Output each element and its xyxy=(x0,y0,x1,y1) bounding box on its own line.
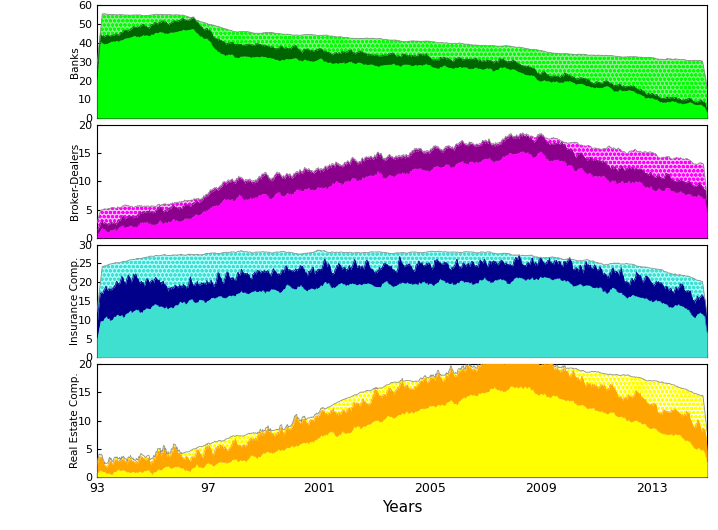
Y-axis label: Broker-Dealers: Broker-Dealers xyxy=(70,143,80,220)
Y-axis label: Real Estate Comp.: Real Estate Comp. xyxy=(70,373,80,469)
Y-axis label: Insurance Comp.: Insurance Comp. xyxy=(70,257,80,345)
Y-axis label: Banks: Banks xyxy=(70,46,80,77)
X-axis label: Years: Years xyxy=(382,500,422,515)
